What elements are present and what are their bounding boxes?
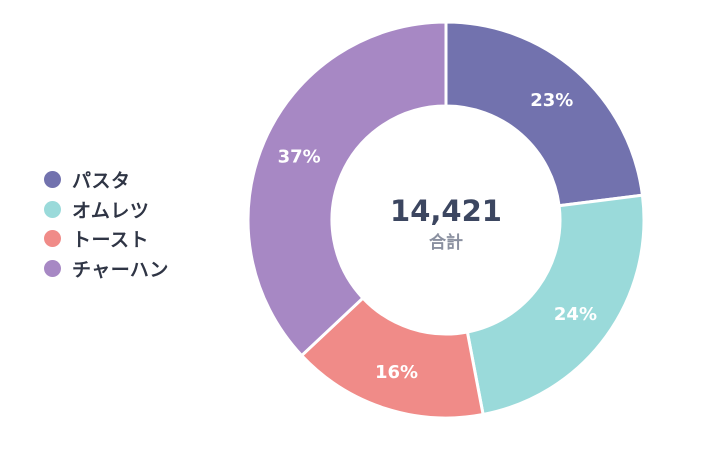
slice-fried-rice[interactable]: [246, 20, 448, 358]
legend-label-fried-rice: チャーハン: [72, 258, 169, 281]
center-total-value: 14,421: [390, 194, 502, 228]
slice-pasta[interactable]: [444, 20, 645, 208]
legend-label-pasta: パスタ: [72, 170, 131, 193]
legend: パスタ オムレツ トースト チャーハン: [44, 165, 169, 283]
legend-swatch-pasta: [44, 171, 61, 189]
legend-item-fried-rice[interactable]: チャーハン: [44, 254, 169, 284]
legend-swatch-toast: [44, 230, 61, 248]
donut-slices: [246, 20, 646, 420]
donut-slice-labels: 23% 24% 16% 37%: [278, 90, 597, 383]
center-total-label: 合計: [429, 232, 463, 253]
legend-item-toast[interactable]: トースト: [44, 224, 169, 254]
legend-swatch-fried-rice: [44, 259, 61, 277]
legend-label-omelette: オムレツ: [72, 199, 150, 222]
legend-swatch-omelette: [44, 200, 61, 218]
slice-label-pasta: 23%: [530, 90, 573, 111]
slice-label-toast: 16%: [375, 362, 418, 383]
slice-label-omelette: 24%: [554, 304, 597, 325]
legend-item-pasta[interactable]: パスタ: [44, 165, 169, 195]
slice-omelette[interactable]: [465, 193, 646, 417]
legend-item-omelette[interactable]: オムレツ: [44, 195, 169, 225]
legend-label-toast: トースト: [72, 229, 150, 252]
slice-label-fried-rice: 37%: [278, 146, 321, 167]
